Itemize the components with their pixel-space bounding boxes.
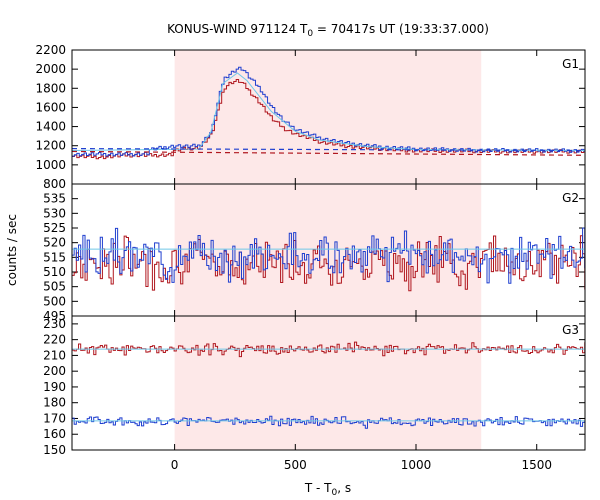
background-level-line xyxy=(71,150,586,156)
series-g3-blue_series xyxy=(72,415,586,429)
panel-frame xyxy=(71,315,586,451)
y-tick-label: 525 xyxy=(43,221,66,235)
series-g1-fit_line xyxy=(71,72,586,151)
x-tick-label: 1500 xyxy=(521,458,552,472)
x-tick-label: 0 xyxy=(171,458,179,472)
xlabel-subscript: 0 xyxy=(332,488,338,498)
y-tick-label: 500 xyxy=(43,294,66,308)
series-g2-red_series xyxy=(72,235,586,292)
xlabel-prefix: T - T xyxy=(304,481,332,495)
panel-label: G1 xyxy=(562,57,579,71)
y-tick-label: 505 xyxy=(43,280,66,294)
y-tick-label: 1800 xyxy=(35,81,66,95)
y-tick-label: 1000 xyxy=(35,158,66,172)
series-g3-red_series xyxy=(72,341,586,358)
series-g2-blue_series xyxy=(72,227,586,284)
panel-label: G3 xyxy=(562,323,579,337)
y-tick-label: 530 xyxy=(43,206,66,220)
chart-title: KONUS-WIND 971124 T0 = 70417s UT (19:33:… xyxy=(167,22,489,39)
title-prefix: KONUS-WIND 971124 T xyxy=(167,22,308,36)
panel-label: G2 xyxy=(562,191,579,205)
title-subscript: 0 xyxy=(307,29,313,39)
y-tick-label: 2000 xyxy=(35,62,66,76)
x-axis-title: T - T0, s xyxy=(304,481,351,498)
y-tick-label: 210 xyxy=(43,348,66,362)
y-tick-label: 200 xyxy=(43,364,66,378)
y-tick-label: 800 xyxy=(43,177,66,191)
y-tick-label: 170 xyxy=(43,411,66,425)
y-tick-label: 535 xyxy=(43,192,66,206)
y-tick-label: 190 xyxy=(43,380,66,394)
y-tick-label: 1600 xyxy=(35,100,66,114)
y-tick-label: 150 xyxy=(43,443,66,457)
plot-area: 8001000120014001600180020002200G14955005… xyxy=(35,43,586,472)
title-suffix: = 70417s UT (19:33:37.000) xyxy=(313,22,489,36)
x-tick-label: 500 xyxy=(284,458,307,472)
y-tick-label: 1400 xyxy=(35,120,66,134)
y-tick-label: 1200 xyxy=(35,139,66,153)
y-tick-label: 230 xyxy=(43,317,66,331)
background-level-line xyxy=(71,147,586,152)
y-tick-label: 495 xyxy=(43,309,66,323)
x-tick-label: 1000 xyxy=(401,458,432,472)
y-tick-label: 180 xyxy=(43,396,66,410)
y-tick-label: 160 xyxy=(43,427,66,441)
y-tick-label: 520 xyxy=(43,236,66,250)
y-tick-label: 515 xyxy=(43,250,66,264)
xlabel-suffix: , s xyxy=(337,481,351,495)
y-tick-label: 510 xyxy=(43,265,66,279)
y-tick-label: 220 xyxy=(43,333,66,347)
y-axis-title: counts / sec xyxy=(5,214,19,286)
y-tick-label: 2200 xyxy=(35,43,66,57)
